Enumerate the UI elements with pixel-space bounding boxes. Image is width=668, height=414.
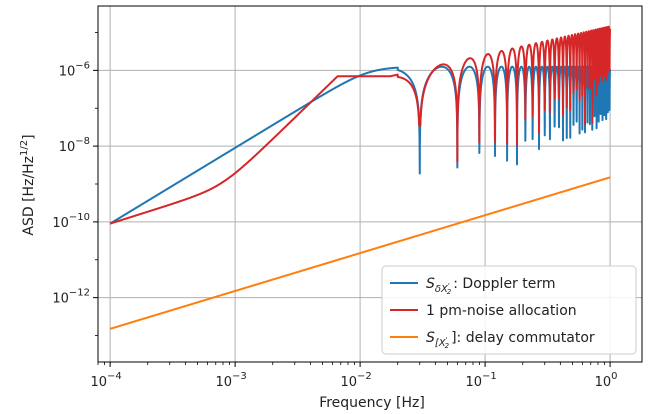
tick-labels: 10−4 10−3 10−2 10−1 100 10−12 10−10 10−8 10−6	[52, 60, 617, 390]
legend: SδX' 2: Doppler term 1 pm-noise allocation…	[381, 265, 637, 355]
x-tick-label: 10−4	[90, 371, 121, 390]
plot-frame	[97, 5, 643, 363]
x-tick-label: 10−2	[340, 371, 371, 390]
axes	[93, 5, 643, 367]
legend-box	[381, 265, 637, 355]
series-line	[109, 25, 612, 225]
series-line	[109, 176, 612, 330]
y-tick-label: 10−12	[52, 288, 90, 307]
x-axis-title: Frequency [Hz]	[319, 395, 425, 411]
series-lines	[109, 25, 612, 330]
y-tick-label: 10−6	[59, 60, 90, 79]
x-tick-label: 10−3	[215, 371, 246, 390]
legend-label: S[X' 2]: delay commutator	[426, 330, 595, 350]
legend-label: 1 pm-noise allocation	[426, 303, 577, 319]
legend-label: SδX' 2: Doppler term	[426, 276, 556, 296]
y-tick-label: 10−10	[52, 212, 90, 231]
x-tick-label: 10−1	[465, 371, 496, 390]
y-tick-label: 10−8	[59, 136, 90, 155]
x-tick-label: 100	[595, 371, 618, 390]
y-axis-title: ASD [Hz/Hz1/2]	[19, 134, 37, 235]
